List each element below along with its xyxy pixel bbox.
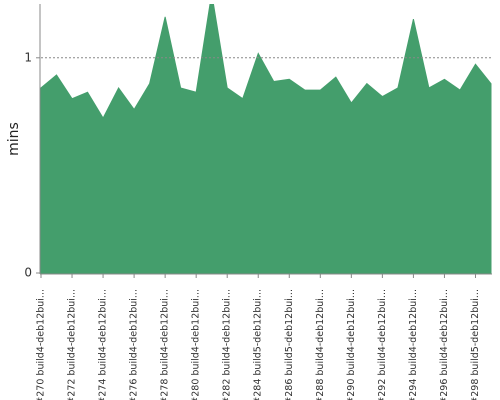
x-tick-label: #280 build4-deb12bui... xyxy=(191,289,202,400)
y-axis-label: mins xyxy=(6,122,22,156)
y-tick-label: 0 xyxy=(24,266,32,280)
x-tick-label: #276 build4-deb12bui... xyxy=(129,289,140,400)
x-tick-label: #290 build4-deb12bui... xyxy=(346,289,357,400)
x-tick-label: #274 build4-deb12bui... xyxy=(98,289,109,400)
x-tick-label: #282 build4-deb12bui... xyxy=(222,289,233,400)
x-tick-label: #286 build5-deb12bui... xyxy=(284,289,295,400)
x-tick-label: #296 build4-deb12bui... xyxy=(439,289,450,400)
y-tick-label: 1 xyxy=(24,50,32,64)
x-tick-label: #298 build5-deb12bui... xyxy=(470,289,481,400)
x-tick-label: #272 build4-deb12bui... xyxy=(67,289,78,400)
x-tick-label: #270 build4-deb12bui... xyxy=(36,289,47,400)
plot-area xyxy=(40,4,492,274)
x-tick-label: #292 build4-deb12bui... xyxy=(377,289,388,400)
x-tick-label: #288 build4-deb12bui... xyxy=(315,289,326,400)
x-tick-label: #284 build5-deb12bui... xyxy=(253,289,264,400)
x-tick-label: #294 build4-deb12bui... xyxy=(408,289,419,400)
x-tick-label: #278 build4-deb12bui... xyxy=(160,289,171,400)
area xyxy=(40,4,492,274)
